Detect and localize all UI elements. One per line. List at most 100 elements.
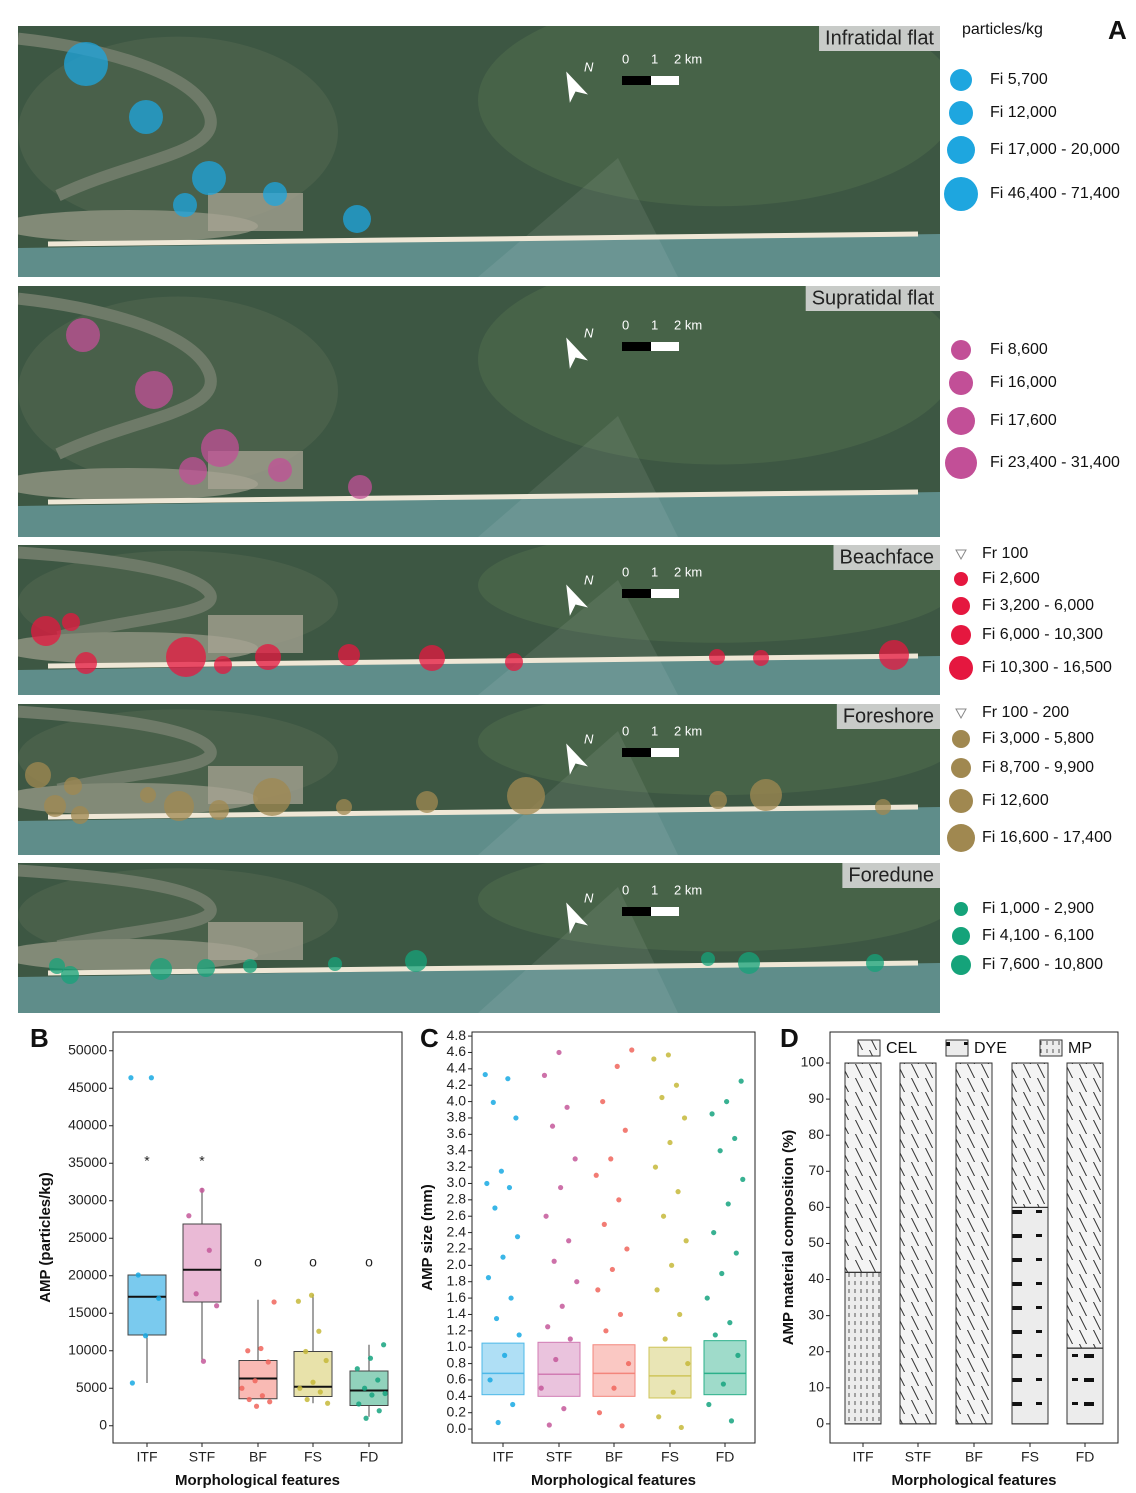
north-label: N — [584, 59, 594, 74]
panel-letter: D — [780, 1023, 799, 1053]
legend-marker — [951, 955, 971, 975]
data-point — [492, 1205, 497, 1210]
scale-bar — [622, 907, 651, 916]
x-tick-label: FD — [716, 1449, 735, 1465]
legend-marker — [949, 789, 973, 813]
scale-bar — [651, 748, 679, 757]
data-point — [510, 1402, 515, 1407]
data-point — [597, 1410, 602, 1415]
x-tick-label: BF — [605, 1449, 623, 1465]
legend-swatch — [1040, 1040, 1062, 1056]
data-point — [539, 1386, 544, 1391]
y-tick-label: 4.0 — [447, 1092, 467, 1108]
sample-site — [875, 799, 891, 815]
legend-marker — [952, 597, 970, 615]
legend-label: Fi 4,100 - 6,100 — [982, 927, 1094, 944]
y-tick-label: 50000 — [68, 1041, 107, 1057]
data-point — [363, 1416, 368, 1421]
legend-label: Fi 10,300 - 16,500 — [982, 659, 1112, 676]
scale-label: 0 — [622, 723, 629, 738]
map-title: Foreshore — [843, 705, 934, 727]
y-tick-label: 15000 — [68, 1304, 107, 1320]
sample-site — [343, 205, 371, 233]
sample-site — [405, 950, 427, 972]
sample-site — [192, 161, 226, 195]
data-point — [603, 1328, 608, 1333]
y-tick-label: 3.8 — [447, 1109, 467, 1125]
sample-site — [338, 644, 360, 666]
x-tick-label: STF — [905, 1449, 931, 1465]
data-point — [542, 1073, 547, 1078]
data-point — [484, 1181, 489, 1186]
bar-pattern — [845, 1063, 881, 1272]
scale-bar — [651, 907, 679, 916]
legend-marker — [951, 625, 971, 645]
data-point — [271, 1299, 276, 1304]
sample-site — [140, 787, 156, 803]
legend-marker — [954, 572, 968, 586]
data-point — [709, 1111, 714, 1116]
data-point — [309, 1293, 314, 1298]
data-point — [508, 1295, 513, 1300]
legend-swatch — [858, 1040, 880, 1056]
data-point — [368, 1356, 373, 1361]
data-point — [623, 1128, 628, 1133]
box — [649, 1347, 691, 1398]
x-tick-label: FS — [304, 1449, 322, 1465]
scale-bar — [622, 76, 651, 85]
north-label: N — [584, 890, 594, 905]
y-tick-label: 4.4 — [447, 1060, 467, 1076]
legend-marker — [949, 656, 973, 680]
x-tick-label: FD — [1076, 1449, 1095, 1465]
data-point — [297, 1386, 302, 1391]
sample-site — [44, 795, 66, 817]
data-point — [305, 1397, 310, 1402]
box — [183, 1224, 221, 1302]
legend-label: Fi 2,600 — [982, 570, 1040, 587]
y-tick-label: 1.4 — [447, 1305, 467, 1321]
box — [128, 1275, 166, 1335]
sample-site — [701, 952, 715, 966]
sample-site — [75, 652, 97, 674]
sample-site — [71, 806, 89, 824]
y-tick-label: 2.6 — [447, 1207, 467, 1223]
north-label: N — [584, 572, 594, 587]
data-point — [740, 1177, 745, 1182]
legend-label: Fi 8,600 — [990, 341, 1048, 358]
data-point — [729, 1418, 734, 1423]
data-point — [619, 1423, 624, 1428]
data-point — [324, 1358, 329, 1363]
legend-label: Fi 7,600 - 10,800 — [982, 956, 1103, 973]
x-tick-label: FS — [661, 1449, 679, 1465]
sample-site — [505, 653, 523, 671]
data-point — [616, 1197, 621, 1202]
data-point — [316, 1329, 321, 1334]
data-point — [626, 1361, 631, 1366]
data-point — [656, 1414, 661, 1419]
data-point — [496, 1420, 501, 1425]
data-point — [663, 1336, 668, 1341]
data-point — [486, 1275, 491, 1280]
data-point — [543, 1214, 548, 1219]
data-point — [491, 1100, 496, 1105]
box — [350, 1371, 388, 1406]
data-point — [247, 1397, 252, 1402]
data-point — [666, 1052, 671, 1057]
legend-label: Fr 100 - 200 — [982, 704, 1069, 721]
y-axis-title: AMP size (mm) — [419, 1184, 436, 1290]
annotation: * — [144, 1152, 150, 1168]
sample-site — [738, 952, 760, 974]
sample-site — [201, 429, 239, 467]
map-title: Foredune — [848, 864, 934, 886]
data-point — [615, 1064, 620, 1069]
box — [239, 1361, 277, 1399]
sample-site — [164, 791, 194, 821]
data-point — [739, 1079, 744, 1084]
x-axis-title: Morphological features — [891, 1472, 1056, 1489]
y-tick-label: 1.8 — [447, 1272, 467, 1288]
data-point — [517, 1332, 522, 1337]
data-point — [194, 1291, 199, 1296]
sample-site — [336, 799, 352, 815]
y-tick-label: 40000 — [68, 1116, 107, 1132]
